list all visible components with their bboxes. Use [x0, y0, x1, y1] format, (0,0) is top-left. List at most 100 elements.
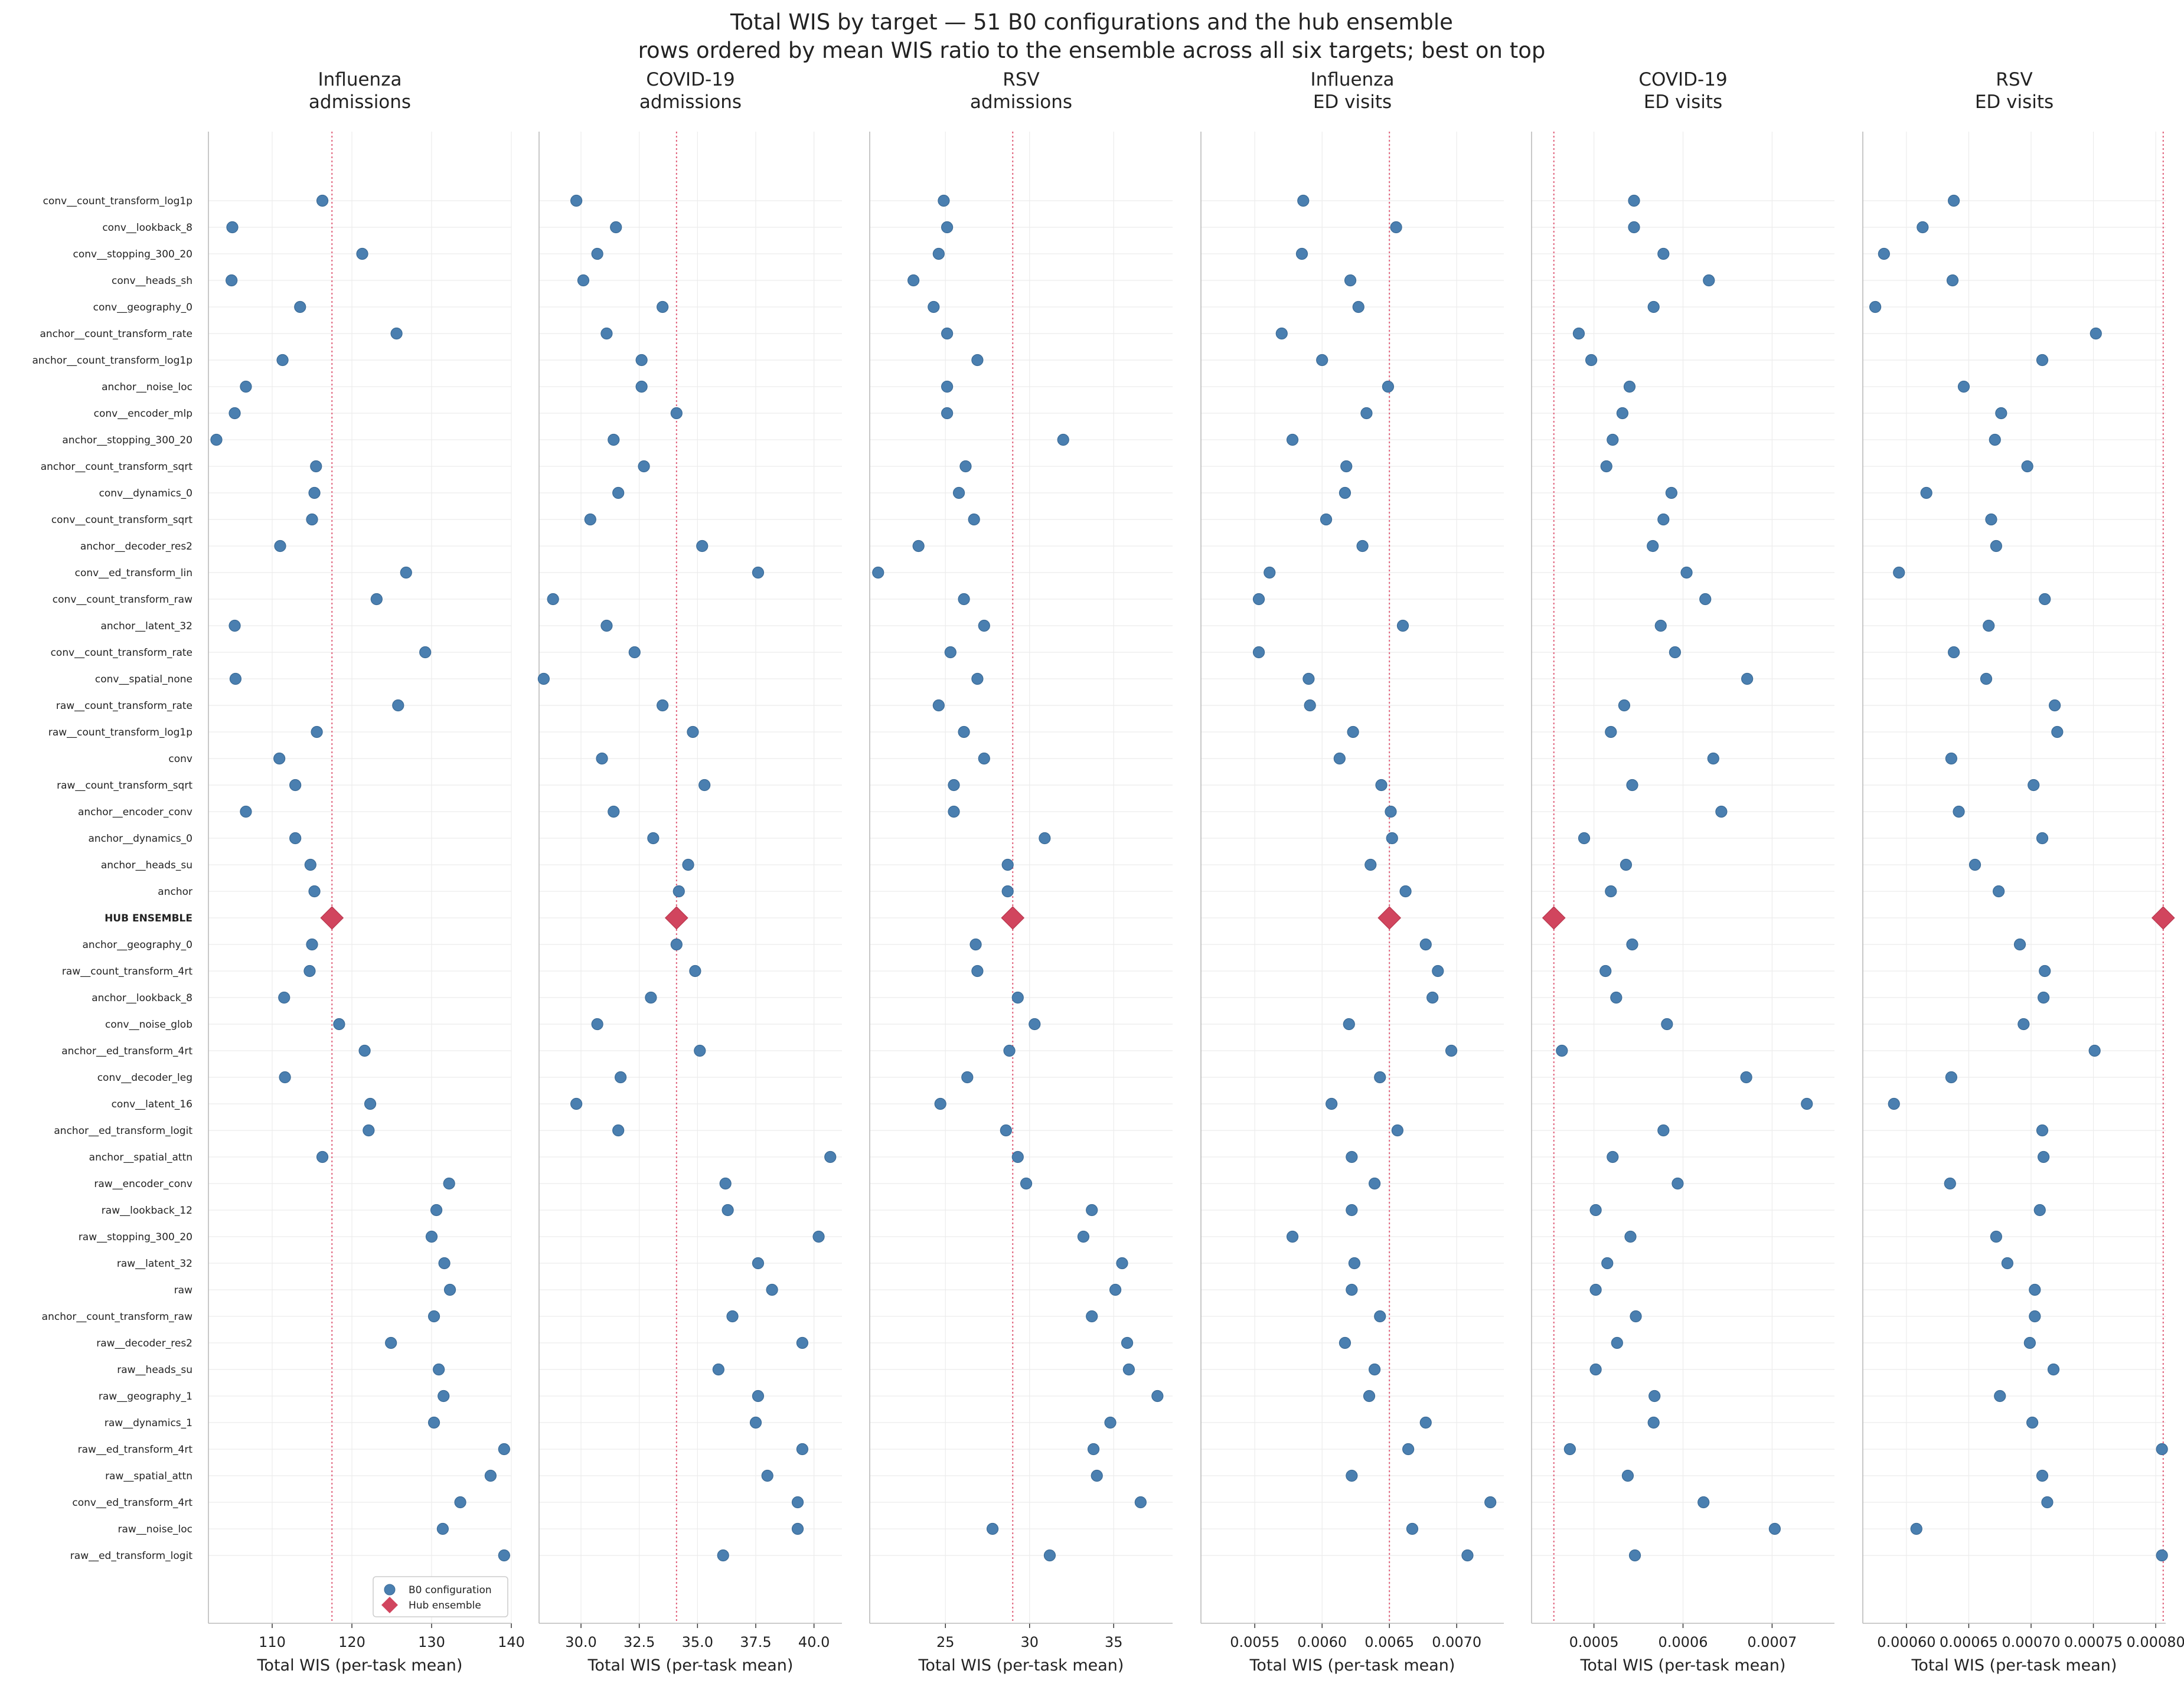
row-label: conv__count_transform_rate — [51, 647, 192, 659]
config-point — [427, 1310, 440, 1323]
config-point — [1426, 991, 1439, 1004]
config-point — [670, 407, 683, 420]
config-point — [647, 832, 660, 845]
config-point — [961, 1071, 974, 1084]
config-point — [978, 619, 990, 632]
config-point — [1661, 1018, 1673, 1031]
config-point — [1605, 885, 1617, 898]
config-point — [600, 619, 613, 632]
row-label: conv__count_transform_sqrt — [51, 514, 193, 526]
config-point — [537, 672, 550, 685]
config-point — [1888, 1097, 1900, 1110]
config-point — [2051, 725, 2064, 738]
config-point — [1768, 1522, 1781, 1535]
config-point — [635, 380, 648, 393]
config-point — [226, 221, 239, 234]
config-point — [971, 354, 984, 367]
config-point — [1990, 540, 2002, 553]
config-point — [672, 885, 685, 898]
config-point — [443, 1283, 456, 1296]
config-point — [274, 540, 286, 553]
config-point — [1286, 433, 1299, 446]
config-point — [938, 194, 950, 207]
config-point — [907, 274, 920, 287]
config-point — [1665, 486, 1677, 499]
x-tick-label: 0.00065 — [1940, 1634, 1998, 1650]
config-point — [1375, 779, 1388, 792]
x-tick-label: 0.0065 — [1364, 1634, 1414, 1650]
config-point — [226, 274, 238, 287]
row-label: conv__decoder_leg — [97, 1072, 192, 1084]
row-label: raw__count_transform_sqrt — [57, 780, 192, 792]
config-point — [2036, 832, 2049, 845]
config-point — [1572, 327, 1585, 340]
config-point — [1086, 1204, 1098, 1217]
ensemble-point — [1542, 906, 1566, 930]
row-label: raw__heads_su — [117, 1364, 192, 1376]
config-point — [689, 965, 701, 978]
config-point — [948, 779, 960, 792]
config-point — [1399, 885, 1412, 898]
config-point — [2036, 1469, 2049, 1482]
config-point — [941, 407, 954, 420]
row-label: raw — [174, 1284, 192, 1296]
config-point — [547, 593, 559, 606]
panel-title-line2: admissions — [309, 91, 411, 113]
config-point — [1001, 858, 1014, 871]
chart-title: Total WIS by target — 51 B0 configuratio… — [730, 9, 1453, 35]
config-point — [303, 965, 316, 978]
config-point — [2033, 1204, 2046, 1217]
config-point — [824, 1150, 837, 1163]
row-label: raw__latent_32 — [117, 1258, 192, 1270]
x-tick-label: 0.0055 — [1230, 1634, 1279, 1650]
config-point — [717, 1549, 729, 1562]
config-point — [694, 1044, 706, 1057]
config-point — [1703, 274, 1715, 287]
config-point — [364, 1097, 377, 1110]
config-point — [2028, 779, 2040, 792]
config-point — [791, 1522, 804, 1535]
x-tick-label: 32.5 — [623, 1634, 655, 1650]
config-point — [1968, 858, 1981, 871]
config-point — [1134, 1496, 1147, 1509]
config-point — [2047, 1363, 2060, 1376]
row-label: anchor__geography_0 — [83, 939, 193, 951]
row-label: raw__decoder_res2 — [96, 1338, 192, 1349]
ensemble-point — [1001, 906, 1025, 930]
config-point — [1994, 1390, 2006, 1403]
x-tick-label: 130 — [418, 1634, 445, 1650]
config-point — [1620, 858, 1633, 871]
config-point — [1343, 1018, 1355, 1031]
config-point — [577, 274, 590, 287]
config-point — [1391, 1124, 1403, 1137]
config-point — [400, 566, 412, 579]
row-label: anchor__dynamics_0 — [88, 833, 192, 845]
config-point — [958, 725, 970, 738]
config-point — [311, 725, 323, 738]
x-axis-label: Total WIS (per-task mean) — [1580, 1656, 1786, 1675]
config-point — [1109, 1283, 1122, 1296]
config-point — [1589, 1283, 1602, 1296]
panel-title-line1: COVID-19 — [1638, 69, 1727, 90]
x-tick-label: 140 — [498, 1634, 525, 1650]
x-tick-label: 0.0006 — [1659, 1634, 1708, 1650]
row-label: anchor__count_transform_sqrt — [41, 461, 193, 473]
config-point — [333, 1018, 345, 1031]
config-point — [1011, 991, 1024, 1004]
config-point — [1657, 513, 1670, 526]
config-point — [443, 1177, 455, 1190]
row-label: anchor__lookback_8 — [92, 992, 192, 1004]
config-point — [1020, 1177, 1033, 1190]
config-point — [1989, 433, 2001, 446]
config-point — [1419, 938, 1432, 951]
config-point — [1610, 991, 1623, 1004]
config-point — [1077, 1230, 1090, 1243]
config-point — [584, 513, 596, 526]
config-point — [419, 646, 432, 659]
config-point — [971, 672, 984, 685]
x-axis-label: Total WIS (per-task mean) — [257, 1656, 463, 1675]
